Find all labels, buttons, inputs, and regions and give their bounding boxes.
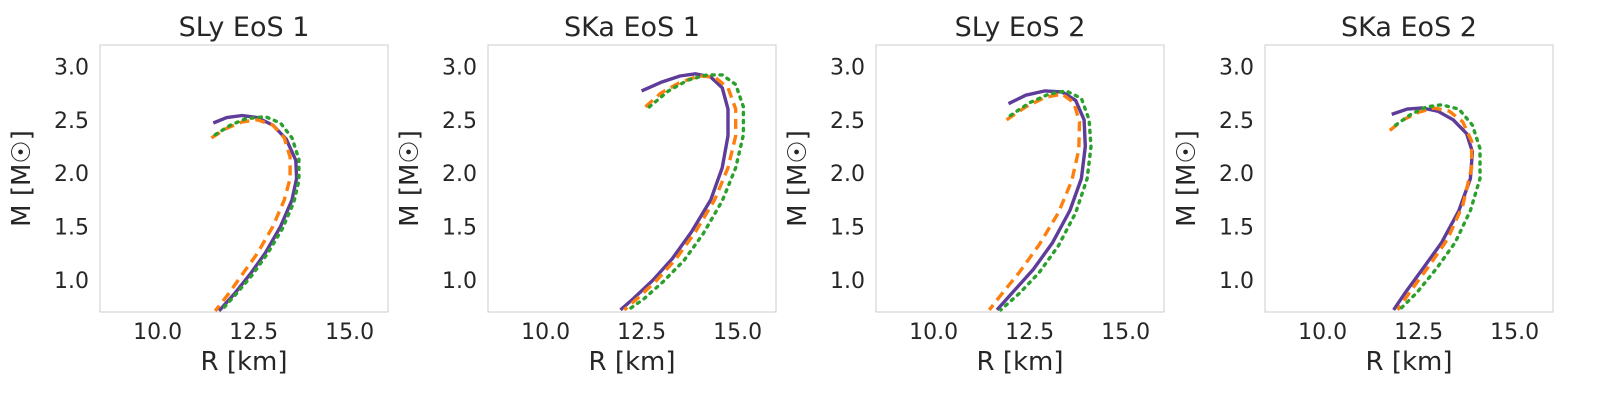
x-tick-label: 15.0 [713,320,762,345]
y-tick-label: 2.0 [1219,162,1254,187]
y-axis-label: M [M☉] [7,130,37,227]
x-tick-label: 12.5 [229,320,278,345]
series-line-dashed [987,92,1082,311]
series-line-solid [1391,106,1475,311]
y-axis-label: M [M☉] [1172,130,1202,227]
panel-title: SLy EoS 1 [179,12,310,43]
y-tick-label: 2.5 [830,109,865,134]
y-tick-label: 1.0 [830,269,865,294]
y-tick-label: 3.0 [830,55,865,80]
series-group [210,113,301,312]
x-tick-label: 15.0 [325,320,374,345]
panel-2: SKa EoS 1 10.0 12.5 15.0 1.0 1.5 2.0 2.5 3.0 R [k… [395,12,777,377]
y-tick-label: 1.5 [442,216,477,241]
x-tick-label: 12.5 [1394,320,1443,345]
series-group [987,89,1093,312]
series-line-solid [995,89,1087,312]
series-line-dotted [213,114,301,312]
plot-frame [875,44,1165,313]
panel-1: SLy EoS 1 10.0 12.5 15.0 1.0 1.5 2.0 2.5 3.0 R [k… [7,12,389,377]
series-group [1388,103,1482,312]
series-line-dashed [210,118,292,312]
panel-title: SLy EoS 2 [955,12,1086,43]
plot-frame [1264,44,1554,313]
x-tick-label: 12.5 [1005,320,1054,345]
panel-title: SKa EoS 2 [1341,12,1477,43]
series-line-solid [619,72,730,312]
y-tick-label: 2.5 [54,109,89,134]
x-tick-label: 10.0 [1298,320,1347,345]
y-tick-label: 1.0 [54,269,89,294]
y-tick-label: 3.0 [1219,55,1254,80]
y-tick-label: 2.5 [1219,109,1254,134]
y-axis-label: M [M☉] [395,130,425,227]
series-group [619,72,746,312]
series-line-dotted [1393,103,1482,312]
plot-frame [487,44,777,313]
plot-frame [99,44,389,313]
x-tick-label: 15.0 [1101,320,1150,345]
y-tick-label: 2.0 [830,162,865,187]
x-tick-label: 15.0 [1490,320,1539,345]
x-axis-label: R [km] [200,347,287,377]
y-tick-label: 1.5 [830,216,865,241]
x-tick-label: 10.0 [909,320,958,345]
x-tick-label: 10.0 [521,320,570,345]
y-tick-label: 2.0 [442,162,477,187]
x-tick-label: 10.0 [133,320,182,345]
panel-3: SLy EoS 2 10.0 12.5 15.0 1.0 1.5 2.0 2.5 3.0 R [k… [783,12,1165,377]
y-tick-label: 2.0 [54,162,89,187]
y-tick-label: 1.0 [1219,269,1254,294]
panel-title: SKa EoS 1 [564,12,700,43]
x-axis-label: R [km] [1365,347,1452,377]
panels: SLy EoS 1 10.0 12.5 15.0 1.0 1.5 2.0 2.5 3.0 R [k… [7,12,1554,377]
x-axis-label: R [km] [976,347,1063,377]
y-tick-label: 3.0 [54,55,89,80]
x-axis-label: R [km] [588,347,675,377]
y-axis-label: M [M☉] [783,130,813,227]
series-line-dashed [623,74,738,312]
series-line-solid [212,113,299,312]
y-tick-label: 3.0 [442,55,477,80]
series-line-dotted [999,89,1093,312]
series-line-dotted [626,73,746,312]
x-tick-label: 12.5 [617,320,666,345]
y-tick-label: 1.5 [1219,216,1254,241]
y-tick-label: 2.5 [442,109,477,134]
panel-4: SKa EoS 2 10.0 12.5 15.0 1.0 1.5 2.0 2.5 3.0 R [k… [1172,12,1554,377]
y-tick-label: 1.5 [54,216,89,241]
y-tick-label: 1.0 [442,269,477,294]
